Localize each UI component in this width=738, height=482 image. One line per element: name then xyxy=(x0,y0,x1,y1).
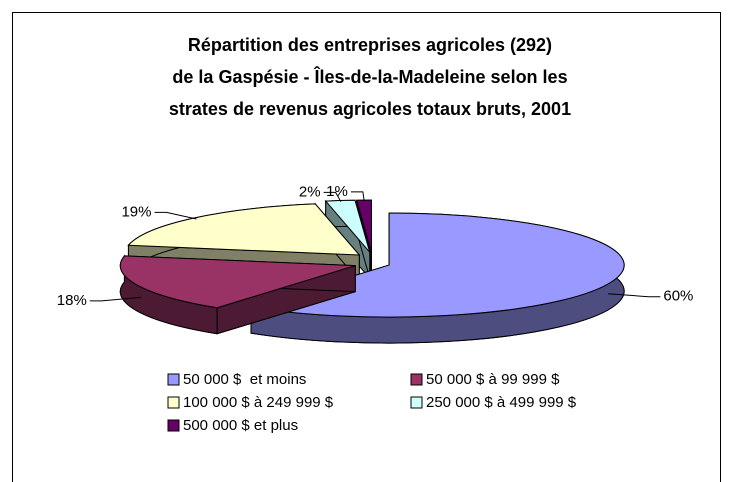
legend-swatch xyxy=(410,373,423,386)
legend-label: 250 000 $ à 499 999 $ xyxy=(426,394,577,411)
chart-title: de la Gaspésie - Îles-de-la-Madeleine se… xyxy=(172,66,567,87)
legend-label: 50 000 $ et moins xyxy=(183,371,306,388)
data-label: 19% xyxy=(121,203,151,220)
leader-line xyxy=(608,293,661,298)
data-label: 18% xyxy=(57,292,87,309)
legend-swatch xyxy=(167,419,180,432)
data-label: 60% xyxy=(663,288,693,305)
data-label: 1% xyxy=(326,183,348,200)
leader-line xyxy=(154,211,197,220)
leader-line xyxy=(89,296,142,302)
data-label: 2% xyxy=(299,183,321,200)
legend-swatch xyxy=(167,373,180,386)
legend-swatch xyxy=(167,396,180,409)
leader-line xyxy=(323,191,342,202)
legend-label: 50 000 $ à 99 999 $ xyxy=(426,371,560,388)
legend-swatch xyxy=(410,396,423,409)
chart-title: strates de revenus agricoles totaux brut… xyxy=(169,99,571,119)
legend-label: 500 000 $ et plus xyxy=(183,417,298,434)
legend-label: 100 000 $ à 249 999 $ xyxy=(183,394,334,411)
chart-title: Répartition des entreprises agricoles (2… xyxy=(188,35,552,55)
slice xyxy=(119,255,356,309)
leader-line xyxy=(350,191,365,202)
chart-frame xyxy=(12,12,721,482)
